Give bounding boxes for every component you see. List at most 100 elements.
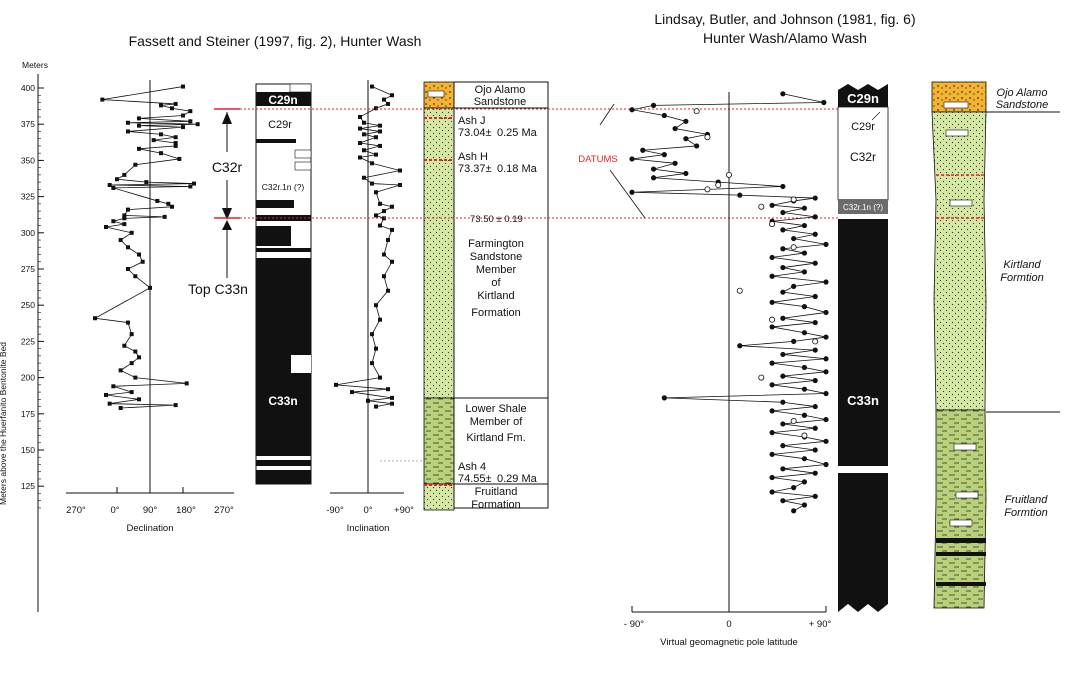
vgp-point-filled — [801, 386, 808, 392]
vgp-point-open — [704, 134, 711, 141]
vgp-point-filled — [769, 382, 775, 388]
declination-point — [126, 120, 130, 125]
vgp-point-filled — [629, 107, 635, 113]
declination-point — [173, 141, 178, 146]
vgp-point-filled — [821, 99, 827, 106]
declination-point — [159, 103, 163, 108]
inclination-point — [366, 398, 370, 403]
vgp-tick-0: 0 — [726, 619, 731, 630]
vgp-point-filled — [812, 195, 818, 201]
vgp-point-filled — [661, 112, 667, 119]
vgp-point-open — [726, 171, 733, 178]
declination-point — [126, 320, 130, 325]
declination-point — [155, 198, 160, 203]
vgp-point-filled — [769, 324, 775, 330]
vgp-point-filled — [823, 334, 829, 340]
declination-point — [118, 238, 123, 243]
vgp-point-filled — [801, 330, 808, 336]
declination-point — [126, 245, 130, 250]
declination-point — [111, 185, 116, 190]
inclination-point — [390, 93, 394, 98]
vgp-point-open — [758, 203, 765, 210]
farmington-line6: Formation — [471, 307, 521, 319]
vgp-point-filled — [769, 489, 775, 495]
vgp-point-filled — [801, 502, 808, 508]
vgp-point-filled — [780, 209, 786, 216]
declination-point — [137, 355, 141, 360]
farmington-line1: Farmington — [468, 238, 524, 250]
declination-point — [173, 143, 178, 148]
vgp-point-open — [693, 108, 700, 115]
vgp-point-filled — [801, 222, 808, 229]
declination-point — [173, 403, 178, 408]
vgp-point-filled — [694, 143, 700, 149]
inclination-point — [374, 190, 378, 195]
vgp-point-filled — [780, 351, 786, 358]
declination-tick-270-left: 270° — [66, 505, 86, 516]
vgp-point-filled — [780, 421, 786, 427]
inclination-point — [362, 132, 366, 137]
vgp-point-filled — [769, 360, 775, 366]
vgp-point-filled — [812, 214, 818, 220]
inclination-point — [374, 106, 378, 111]
vgp-point-filled — [823, 390, 829, 397]
vgp-point-filled — [823, 356, 829, 362]
declination-point — [93, 316, 97, 321]
declination-plot: 270° 0° 90° 180° 270° Declination — [66, 80, 234, 534]
inclination-point — [386, 387, 390, 392]
vgp-point-filled — [812, 403, 818, 410]
vgp-point-filled — [780, 264, 786, 271]
inclination-point — [398, 168, 402, 173]
vgp-point-filled — [823, 461, 829, 468]
vgp-point-filled — [769, 254, 775, 261]
inclination-point — [350, 390, 354, 395]
declination-point — [133, 274, 138, 279]
depth-tick-label: 325 — [21, 192, 35, 202]
declination-point — [122, 222, 127, 227]
inclination-label: Inclination — [347, 523, 390, 534]
vgp-point-filled — [769, 299, 775, 305]
vgp-point-filled — [801, 250, 808, 256]
right-fruitland-line1: Fruitland — [1005, 494, 1049, 506]
vgp-point-filled — [791, 508, 797, 514]
inclination-point — [386, 238, 390, 243]
inclination-point — [374, 404, 378, 409]
vgp-point-filled — [683, 136, 689, 142]
inclination-plot: -90° 0° +90° Inclination — [326, 80, 414, 534]
right-fruitland-line2: Formtion — [1004, 507, 1047, 519]
vgp-point-filled — [812, 260, 818, 266]
depth-tick-label: 150 — [21, 445, 35, 455]
vgp-point-filled — [683, 118, 689, 124]
declination-point — [115, 177, 119, 182]
inclination-point — [378, 223, 382, 228]
vgp-point-filled — [791, 485, 797, 491]
inclination-point — [370, 84, 374, 89]
inclination-point — [378, 317, 382, 322]
vgp-point-open — [704, 186, 711, 193]
vgp-point-filled — [791, 283, 797, 289]
declination-point — [137, 397, 141, 402]
vgp-tick-neg90: - 90° — [624, 619, 644, 630]
vgp-point-open — [758, 374, 765, 381]
declination-point — [111, 219, 116, 224]
vgp-label: Virtual geomagnetic pole latitude — [660, 637, 798, 648]
right-ojo-alamo-line1: Ojo Alamo — [997, 87, 1048, 99]
inclination-point — [362, 120, 366, 125]
declination-point — [137, 252, 141, 257]
vgp-point-filled — [801, 364, 808, 371]
inclination-point — [390, 204, 394, 209]
declination-point — [122, 213, 127, 218]
ash-h-error: 0.18 Ma — [497, 163, 538, 175]
inclination-point — [374, 303, 378, 308]
datums-label: DATUMS — [578, 154, 617, 165]
declination-point — [129, 390, 134, 395]
declination-point — [104, 392, 108, 397]
inclination-point — [358, 141, 362, 146]
inclination-point — [358, 126, 362, 131]
inclination-point — [374, 213, 378, 218]
vgp-point-filled — [823, 279, 829, 285]
vgp-point-filled — [769, 273, 775, 279]
inclination-point — [374, 152, 378, 157]
left-polarity-column: C29n C29r C32r.1n (?) C33n — [255, 83, 312, 485]
